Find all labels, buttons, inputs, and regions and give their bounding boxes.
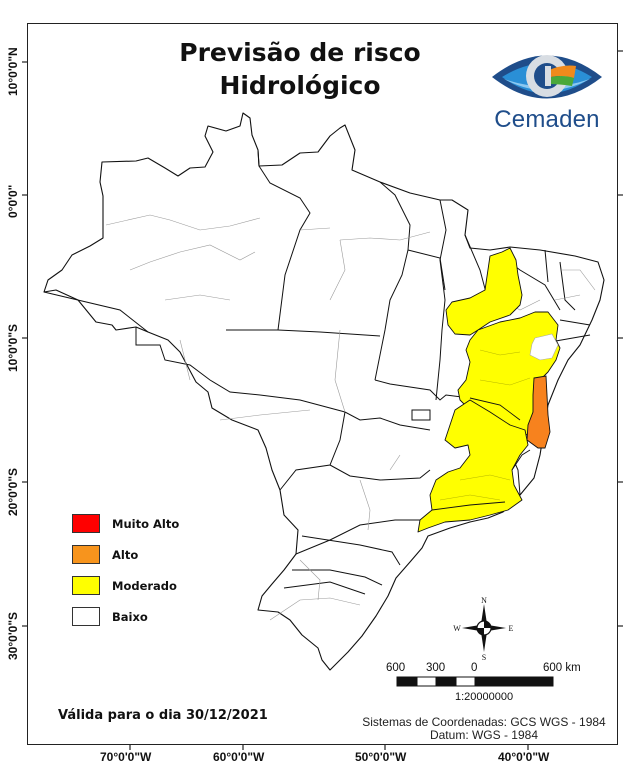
moderado-region-north: [445, 247, 523, 336]
axis-ticks: [22, 50, 623, 750]
north-arrow-compass-icon: N S E W: [453, 596, 514, 660]
legend-item-alto: Alto: [72, 539, 179, 570]
lon-label-50w: 50°0'0"W: [355, 750, 407, 764]
scale-bar: [396, 676, 554, 687]
lat-label-10n: 10°0'0"N: [6, 47, 20, 96]
map-title-line1: Previsão de risco: [179, 38, 421, 67]
lon-label-40w: 40°0'0"W: [498, 750, 550, 764]
scale-label-0: 0: [471, 662, 478, 674]
legend-swatch-baixo: [72, 607, 100, 626]
cemaden-eye-icon: [492, 55, 602, 99]
legend-swatch-moderado: [72, 576, 100, 595]
mesoregion-borders: [105, 214, 596, 621]
svg-text:S: S: [482, 653, 486, 660]
lon-label-70w: 70°0'0"W: [100, 750, 152, 764]
cemaden-logo: Cemaden: [484, 44, 610, 138]
svg-text:E: E: [509, 624, 514, 633]
lat-label-10s: 10°0'0"S: [6, 323, 20, 372]
legend-swatch-alto: [72, 545, 100, 564]
risk-alto-region: [526, 375, 551, 449]
scale-label-600-km: 600 km: [543, 662, 581, 674]
region-north-west: [43, 112, 605, 671]
lat-label-20s: 20°0'0"S: [6, 467, 20, 516]
svg-text:N: N: [481, 596, 487, 605]
scale-label-300: 300: [426, 662, 446, 674]
legend-label: Muito Alto: [112, 516, 180, 531]
legend-item-moderado: Moderado: [72, 570, 179, 601]
scale-ratio: 1:20000000: [455, 691, 514, 703]
legend-label: Alto: [112, 547, 139, 562]
legend-label: Moderado: [112, 578, 177, 593]
country-outline: [43, 112, 605, 671]
datum-line: Datum: WGS - 1984: [429, 728, 539, 742]
valid-date: Válida para o dia 30/12/2021: [58, 708, 268, 723]
coordinate-system-line: Sistemas de Coordenadas: GCS WGS - 1984: [362, 715, 606, 729]
logo-text: Cemaden: [494, 106, 600, 133]
coordinate-system-info: Sistemas de Coordenadas: GCS WGS - 1984 …: [350, 716, 618, 742]
scale-label-600-left: 600: [386, 662, 406, 674]
moderado-state-borders: [431, 397, 531, 511]
map-title-line2: Hidrológico: [219, 71, 381, 100]
legend-swatch-muito-alto: [72, 514, 100, 533]
lat-label-0: 0°0'0": [6, 184, 20, 218]
legend-item-muito-alto: Muito Alto: [72, 508, 179, 539]
baixo-pocket-bahia: [529, 333, 559, 361]
legend: Muito Alto Alto Moderado Baixo: [72, 508, 179, 632]
lon-label-60w: 60°0'0"W: [213, 750, 265, 764]
legend-label: Baixo: [112, 609, 148, 624]
map-title: Previsão de risco Hidrológico: [160, 36, 440, 102]
legend-item-baixo: Baixo: [72, 601, 179, 632]
lat-label-30s: 30°0'0"S: [6, 611, 20, 660]
moderado-internal-borders: [439, 349, 531, 501]
svg-text:W: W: [453, 624, 461, 633]
